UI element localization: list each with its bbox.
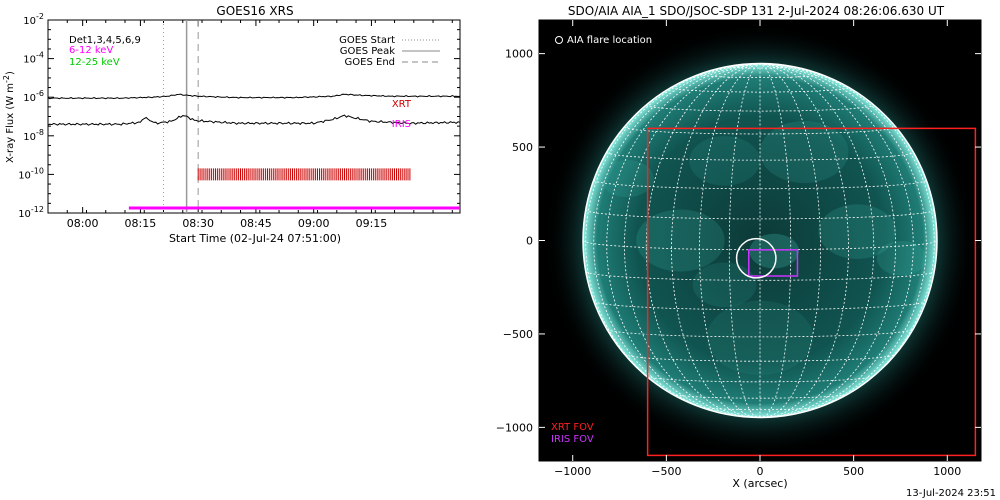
goes-channel-legend: Det1,3,4,5,6,9 6-12 keV 12-25 keV — [69, 35, 141, 68]
goes-x-tick-label: 08:30 — [182, 217, 214, 230]
fov-boxes — [646, 127, 977, 457]
band-label-iris: IRIS — [392, 119, 411, 130]
flare-legend-symbol — [555, 36, 563, 44]
active-region — [692, 262, 757, 308]
goes-y-axis: 10-2 10-4 10-6 10-8 10-10 10-12 — [18, 12, 460, 220]
meridian-line — [759, 63, 792, 418]
goes-y-tick-label: 10-10 — [18, 166, 44, 181]
aia-x-axis-label: X (arcsec) — [732, 477, 787, 490]
aia-image: AIA flare location XRT FOV IRIS FOV — [544, 24, 977, 457]
legend-channel-det: Det1,3,4,5,6,9 — [69, 35, 141, 46]
iris-fov-box — [748, 249, 799, 277]
aia-y-tick-label: 0 — [526, 235, 533, 248]
goes-y-tick-label: 10-4 — [23, 51, 44, 66]
xrt-fov-box — [646, 127, 977, 457]
goes-chart-title: GOES16 XRS — [216, 4, 293, 18]
goes-y-tick-label: 10-6 — [23, 89, 44, 104]
parallel-line — [671, 87, 849, 93]
active-region — [876, 240, 927, 276]
heliographic-grid — [582, 63, 938, 418]
goes-x-tick-label: 08:15 — [125, 217, 157, 230]
legend-goes-peak: GOES Peak — [340, 46, 395, 57]
fov-label-iris: IRIS FOV — [551, 434, 594, 445]
parallel-line — [593, 301, 927, 311]
flare-legend-text: AIA flare location — [567, 35, 652, 46]
legend-channel-low: 6-12 keV — [69, 45, 113, 56]
parallel-line — [700, 406, 820, 411]
meridian-line — [759, 63, 821, 418]
xrt-coverage-band — [197, 168, 411, 181]
meridian-line — [759, 63, 849, 418]
goes-series-line — [47, 93, 461, 100]
goes-x-axis-label: Start Time (02-Jul-24 07:51:00) — [169, 232, 341, 245]
parallel-line — [645, 104, 875, 112]
parallel-line — [624, 126, 896, 135]
goes-x-axis: 08:00 08:15 08:30 08:45 09:00 09:15 — [47, 20, 453, 230]
goes-x-tick-label: 08:45 — [240, 217, 272, 230]
meridian-line — [759, 63, 927, 416]
aia-y-tick-label: 1000 — [505, 48, 533, 61]
legend-goes-end: GOES End — [345, 57, 395, 68]
goes-series — [47, 93, 461, 126]
active-region — [760, 121, 849, 183]
parallel-line — [646, 376, 874, 383]
band-label-xrt: XRT — [392, 99, 412, 110]
goes-y-tick-label: 10-12 — [18, 205, 44, 220]
goes-y-axis-label: X-ray Flux (W m-2) — [2, 71, 16, 163]
timestamp-stamp: 13-Jul-2024 23:51 — [906, 488, 996, 499]
active-region — [600, 159, 654, 198]
meridian-line — [699, 63, 761, 418]
meridian-line — [728, 63, 761, 418]
aia-x-tick-label: 500 — [843, 465, 864, 478]
goes-event-markers — [163, 20, 199, 213]
goes-y-tick-label: 10-2 — [23, 12, 44, 27]
aia-x-tick-label: 1000 — [933, 465, 961, 478]
aia-y-tick-label: 500 — [512, 141, 533, 154]
aia-chart-title: SDO/AIA AIA_1 SDO/JSOC-SDP 131 2-Jul-202… — [568, 4, 945, 18]
meridian-line — [671, 63, 761, 418]
parallel-line — [728, 66, 792, 69]
goes-series-line — [47, 114, 461, 126]
aia-x-axis: −1000 −500 0 500 1000 — [554, 20, 961, 478]
active-region — [689, 136, 760, 186]
aia-panel: SDO/AIA AIA_1 SDO/JSOC-SDP 131 2-Jul-202… — [496, 4, 982, 490]
active-region — [636, 209, 725, 272]
fov-label-xrt: XRT FOV — [551, 422, 594, 433]
meridian-line — [593, 63, 761, 416]
aia-y-tick-label: −1000 — [496, 421, 533, 434]
legend-goes-start: GOES Start — [339, 35, 395, 46]
goes-event-legend: GOES Start GOES Peak GOES End — [339, 35, 440, 68]
parallel-line — [606, 151, 914, 161]
legend-channel-high: 12-25 keV — [69, 57, 120, 68]
goes-coverage-bands — [128, 168, 460, 210]
goes-xrs-panel: GOES16 XRS 10-2 10-4 10-6 10-8 10-10 10-12 08… — [2, 4, 461, 245]
parallel-line — [606, 328, 914, 338]
meridian-line — [759, 63, 875, 418]
parallel-line — [671, 393, 849, 399]
parallel-line — [699, 74, 821, 78]
aia-y-axis: 1000 500 0 −500 −1000 — [496, 48, 981, 434]
parallel-line — [624, 354, 896, 362]
active-region — [706, 300, 814, 376]
solar-limb — [582, 62, 938, 419]
goes-x-tick-label: 08:00 — [67, 217, 99, 230]
meridian-line — [645, 63, 761, 418]
goes-x-tick-label: 09:15 — [356, 217, 388, 230]
goes-y-tick-label: 10-8 — [23, 128, 44, 143]
flare-location-marker — [735, 237, 777, 279]
aia-x-tick-label: −1000 — [554, 465, 591, 478]
aia-y-tick-label: −500 — [503, 328, 533, 341]
aia-x-tick-label: 0 — [757, 465, 764, 478]
aia-x-tick-label: −500 — [651, 465, 681, 478]
parallel-line — [585, 209, 935, 220]
goes-x-tick-label: 09:00 — [298, 217, 330, 230]
